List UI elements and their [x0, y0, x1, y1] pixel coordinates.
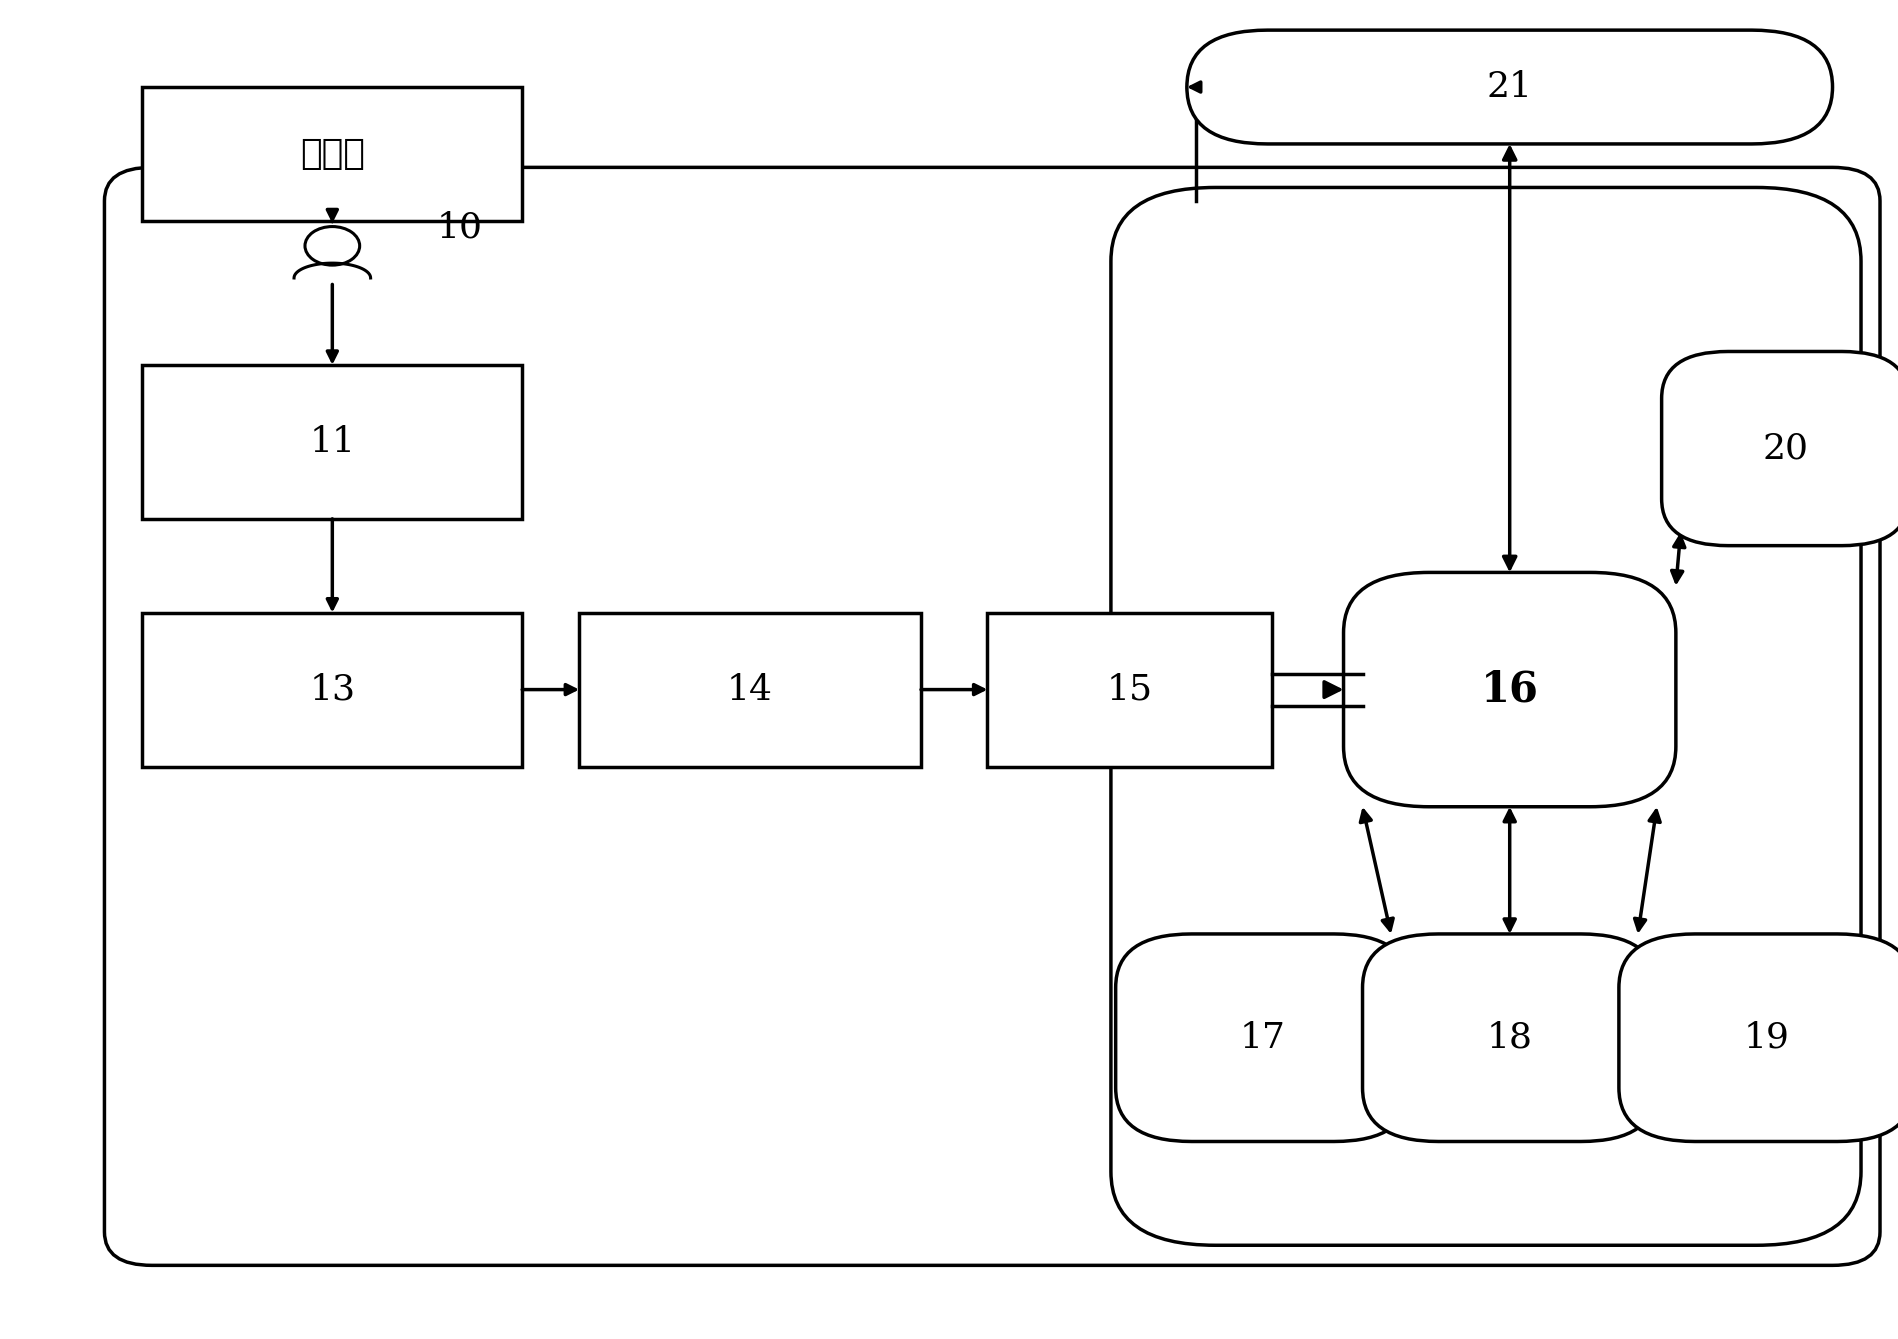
FancyBboxPatch shape — [1363, 935, 1655, 1141]
Text: 11: 11 — [309, 424, 355, 459]
FancyBboxPatch shape — [1617, 935, 1898, 1141]
Text: 16: 16 — [1480, 668, 1537, 711]
Text: 19: 19 — [1742, 1020, 1788, 1055]
Text: 18: 18 — [1486, 1020, 1532, 1055]
Text: 17: 17 — [1239, 1020, 1285, 1055]
Text: 21: 21 — [1486, 70, 1532, 104]
Text: 20: 20 — [1761, 431, 1807, 466]
FancyBboxPatch shape — [1186, 29, 1832, 143]
Bar — [579, 612, 921, 766]
FancyBboxPatch shape — [1344, 573, 1676, 806]
FancyBboxPatch shape — [1661, 351, 1898, 545]
FancyBboxPatch shape — [1110, 187, 1860, 1245]
FancyBboxPatch shape — [1116, 935, 1408, 1141]
Bar — [987, 612, 1272, 766]
FancyBboxPatch shape — [104, 167, 1879, 1265]
Text: 13: 13 — [309, 672, 355, 707]
Text: 接光路: 接光路 — [300, 137, 364, 171]
Text: 10: 10 — [437, 210, 482, 245]
Text: 15: 15 — [1107, 672, 1152, 707]
Bar — [142, 364, 522, 518]
Bar — [142, 612, 522, 766]
Text: 14: 14 — [727, 672, 772, 707]
Bar — [142, 87, 522, 221]
